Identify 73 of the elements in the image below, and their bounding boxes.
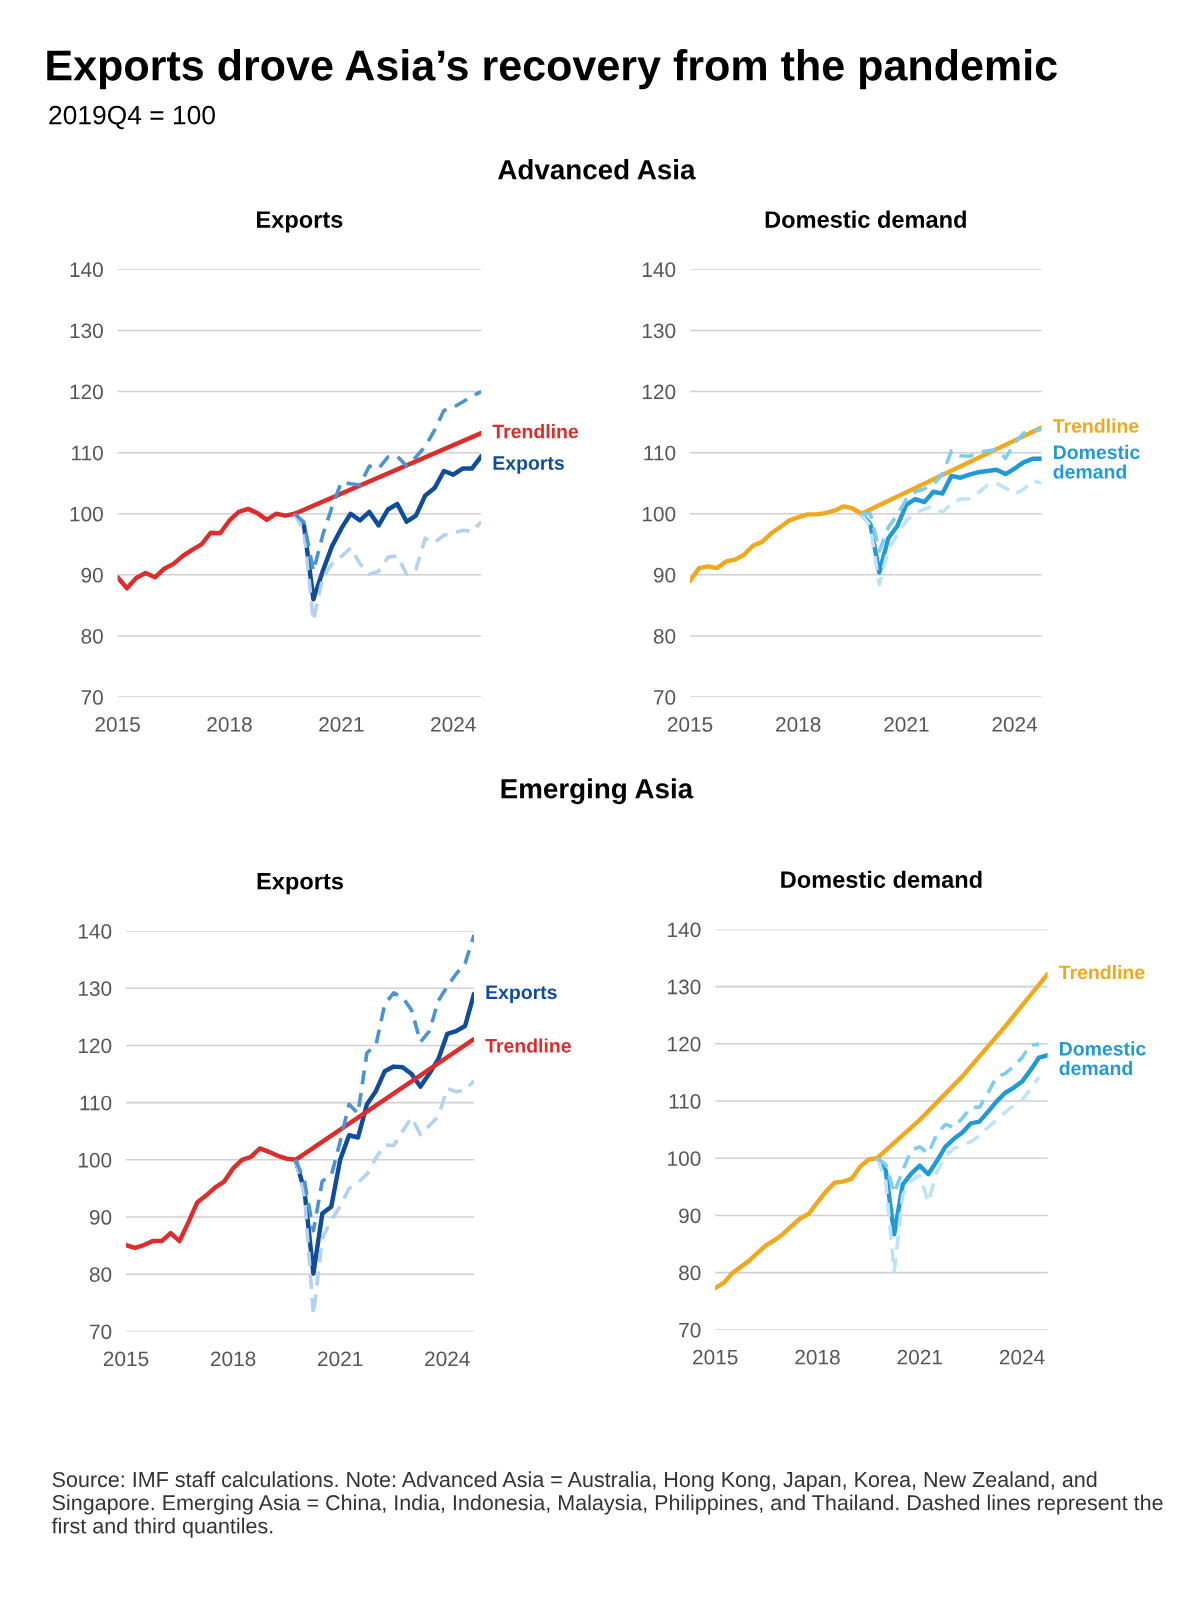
chart-title: Domestic demand bbox=[781, 870, 982, 888]
y-tick-label: 120 bbox=[70, 384, 103, 400]
text: 2019Q4 = 100 bbox=[49, 105, 215, 130]
x-tick-label: 2015 bbox=[667, 717, 713, 732]
series-label: Trendline bbox=[492, 424, 579, 439]
y-tick-label: 100 bbox=[642, 506, 676, 522]
y-tick-label: 130 bbox=[668, 979, 701, 995]
x-tick-label: 2021 bbox=[884, 717, 929, 732]
series-label: Trendline bbox=[1052, 418, 1139, 433]
x-tick-label: 2024 bbox=[425, 1351, 470, 1367]
y-tick-label: 120 bbox=[668, 1036, 701, 1052]
series-label: Trendline bbox=[1058, 964, 1145, 980]
y-tick-label: 110 bbox=[72, 445, 103, 461]
y-tick-label: 100 bbox=[70, 506, 103, 522]
line-series bbox=[117, 430, 482, 591]
text: Advanced Asia bbox=[498, 159, 696, 180]
x-tick-label: 2015 bbox=[103, 1351, 149, 1367]
x-tick-label: 2024 bbox=[999, 1349, 1045, 1365]
x-tick-label: 2018 bbox=[795, 1349, 840, 1365]
y-tick-label: 70 bbox=[81, 690, 103, 705]
x-tick-label: 2018 bbox=[776, 717, 821, 732]
x-tick-label: 2021 bbox=[318, 1351, 363, 1367]
series-label: Trendline bbox=[485, 1038, 571, 1053]
chart-title: Domestic demand bbox=[765, 210, 966, 228]
y-tick-label: 80 bbox=[89, 1267, 112, 1282]
y-tick-label: 70 bbox=[679, 1322, 701, 1338]
x-tick-label: 2018 bbox=[207, 717, 252, 732]
y-tick-label: 130 bbox=[78, 981, 112, 996]
y-tick-label: 80 bbox=[653, 628, 676, 644]
y-tick-label: 120 bbox=[78, 1038, 112, 1054]
x-tick-label: 2015 bbox=[693, 1349, 738, 1365]
line-series bbox=[859, 427, 1042, 553]
line-series bbox=[126, 1036, 474, 1251]
x-tick-label: 2015 bbox=[95, 717, 140, 732]
y-tick-label: 80 bbox=[81, 628, 103, 644]
y-tick-label: 90 bbox=[653, 567, 676, 583]
y-tick-label: 80 bbox=[679, 1265, 701, 1281]
y-tick-label: 110 bbox=[669, 1094, 701, 1109]
y-tick-label: 140 bbox=[70, 262, 103, 278]
x-tick-label: 2018 bbox=[210, 1351, 256, 1367]
line-series bbox=[715, 971, 1048, 1291]
series-label: Domestic demand bbox=[1059, 1041, 1146, 1076]
y-tick-label: 90 bbox=[89, 1210, 112, 1225]
series-label: Exports bbox=[493, 456, 564, 474]
line-series bbox=[293, 933, 474, 1233]
x-tick-label: 2021 bbox=[897, 1349, 942, 1365]
chart-title: Exports bbox=[257, 211, 343, 233]
text: Emerging Asia bbox=[501, 778, 694, 805]
y-tick-label: 110 bbox=[80, 1095, 112, 1111]
y-tick-label: 140 bbox=[642, 262, 676, 278]
y-tick-label: 70 bbox=[90, 1324, 112, 1340]
y-tick-label: 90 bbox=[679, 1208, 701, 1224]
y-tick-label: 130 bbox=[70, 323, 103, 339]
line-series bbox=[690, 425, 1042, 584]
line-series bbox=[859, 478, 1042, 587]
y-tick-label: 100 bbox=[78, 1152, 112, 1168]
source-note: Source: IMF staff calculations. Note: Advanced Asia = Australia, Hong Kong, Japan, Korea, New Zealand, and Singapore. Emerging Asia = China, India, Indonesia, Malaysia, Philippines, and Thailand. Dashed lines represent the first and third quantiles. bbox=[51, 1471, 1163, 1538]
x-tick-label: 2021 bbox=[319, 717, 364, 732]
y-tick-label: 140 bbox=[668, 922, 701, 938]
chart-title: Exports bbox=[257, 873, 343, 895]
y-tick-label: 110 bbox=[644, 445, 676, 461]
x-tick-label: 2024 bbox=[992, 717, 1038, 732]
x-tick-label: 2024 bbox=[431, 717, 476, 732]
y-tick-label: 120 bbox=[642, 384, 676, 400]
series-label: Exports bbox=[486, 985, 557, 1004]
y-tick-label: 100 bbox=[668, 1151, 701, 1166]
series-label: Domestic demand bbox=[1053, 444, 1140, 479]
line-series bbox=[875, 1075, 1041, 1274]
y-tick-label: 130 bbox=[642, 323, 676, 339]
y-tick-label: 140 bbox=[78, 924, 112, 939]
text: Exports drove Asia’s recovery from the pandemic bbox=[47, 49, 1057, 90]
y-tick-label: 70 bbox=[654, 690, 676, 705]
y-tick-label: 90 bbox=[81, 567, 103, 583]
